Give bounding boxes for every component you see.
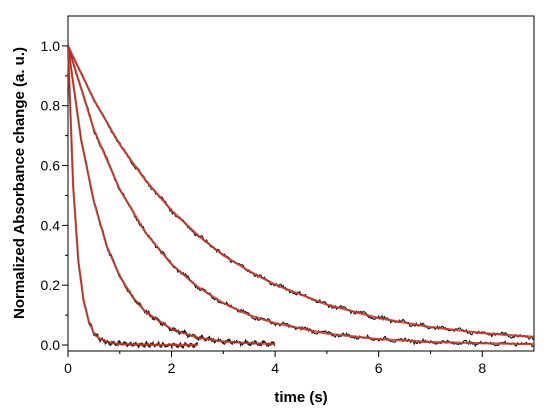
plot-area [66, 43, 535, 350]
x-tick-label: 6 [375, 360, 383, 376]
data-trace-1 [67, 45, 198, 350]
x-tick-label: 2 [168, 360, 176, 376]
x-tick-label: 0 [64, 360, 72, 376]
x-axis: 0 2 4 6 8 [64, 351, 486, 376]
y-tick-label: 0.8 [41, 98, 61, 114]
y-tick-label: 0.4 [41, 217, 61, 233]
y-axis-title: Normalized Absorbance change (a. u.) [11, 47, 28, 319]
fit-curve-2 [66, 45, 276, 346]
data-trace-2 [67, 43, 276, 348]
y-tick-label: 1.0 [41, 38, 61, 54]
fit-curve-4 [67, 45, 535, 339]
y-tick-label: 0.0 [41, 337, 61, 353]
y-tick-label: 0.2 [41, 277, 61, 293]
fit-curve-3 [66, 45, 535, 346]
x-tick-label: 8 [478, 360, 486, 376]
fit-curve-1 [66, 45, 198, 347]
plot-frame [67, 15, 535, 352]
x-tick-label: 4 [271, 360, 279, 376]
y-tick-label: 0.6 [41, 158, 61, 174]
y-axis: 0.0 0.2 0.4 0.6 0.8 1.0 [41, 38, 68, 353]
x-axis-title: time (s) [274, 389, 327, 406]
